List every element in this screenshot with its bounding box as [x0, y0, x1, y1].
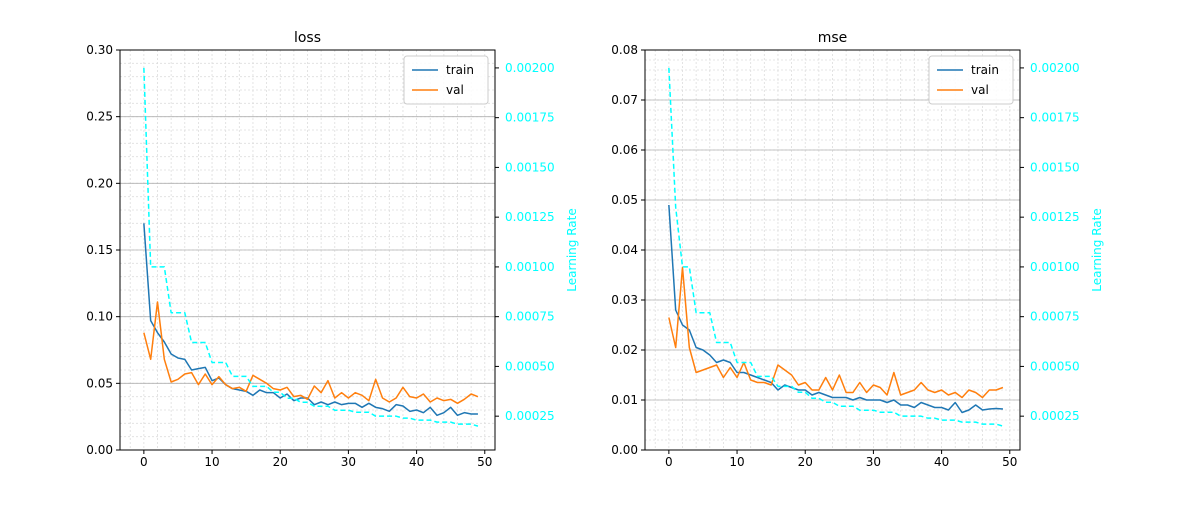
learning-rate-line [143, 67, 479, 427]
y2-tick-label: 0.00125 [1030, 210, 1080, 224]
y-tick-label: 0.03 [611, 293, 638, 307]
x-tick-label: 50 [1002, 455, 1017, 469]
y2-tick-label: 0.00200 [505, 61, 555, 75]
x-tick-label: 0 [665, 455, 673, 469]
x-tick-label: 50 [477, 455, 492, 469]
legend: train val [403, 55, 489, 105]
y-tick-label: 0.06 [611, 143, 638, 157]
y-tick-label: 0.01 [611, 393, 638, 407]
train-line [668, 204, 1004, 414]
y2-tick-label: 0.00175 [505, 111, 555, 125]
legend: train val [928, 55, 1014, 105]
y2-tick-label: 0.00075 [1030, 310, 1080, 324]
y-tick-label: 0.25 [86, 110, 113, 124]
legend-label-train: train [446, 63, 474, 77]
chart-panel-loss: 0 10 20 30 40 50 0.00 0.05 0.10 0.15 0.20 0.25 0.30 0… [86, 30, 579, 469]
chart-title: loss [294, 30, 321, 46]
y-tick-label: 0.04 [611, 243, 638, 257]
y2-tick-label: 0.00200 [1030, 61, 1080, 75]
x-tick-label: 0 [140, 455, 148, 469]
y2-tick-label: 0.00025 [505, 409, 555, 423]
y-tick-label: 0.05 [86, 376, 113, 390]
y-tick-label: 0.15 [86, 243, 113, 257]
chart-panel-mse: 0 10 20 30 40 50 0.00 0.01 0.02 0.03 0.04 0.05 0.06 0… [611, 30, 1104, 469]
x-tick-label: 40 [934, 455, 949, 469]
y-tick-label: 0.02 [611, 343, 638, 357]
legend-box [403, 55, 489, 105]
x-tick-label: 20 [273, 455, 288, 469]
y2-axis-label: Learning Rate [565, 208, 579, 291]
val-line [668, 266, 1004, 399]
y-tick-label: 0.07 [611, 93, 638, 107]
y2-tick-label: 0.00025 [1030, 409, 1080, 423]
x-tick-label: 10 [204, 455, 219, 469]
x-tick-label: 30 [866, 455, 881, 469]
legend-label-train: train [971, 63, 999, 77]
y2-tick-label: 0.00125 [505, 210, 555, 224]
y-tick-label: 0.30 [86, 43, 113, 57]
val-line [143, 301, 479, 405]
x-tick-label: 10 [729, 455, 744, 469]
y2-tick-label: 0.00175 [1030, 111, 1080, 125]
y-tick-label: 0.10 [86, 310, 113, 324]
y2-tick-label: 0.00050 [505, 359, 555, 373]
y2-tick-label: 0.00050 [1030, 359, 1080, 373]
y2-tick-label: 0.00150 [1030, 160, 1080, 174]
y-tick-label: 0.05 [611, 193, 638, 207]
legend-label-val: val [971, 83, 989, 97]
y-tick-label: 0.00 [86, 443, 113, 457]
x-tick-label: 20 [798, 455, 813, 469]
y-tick-label: 0.08 [611, 43, 638, 57]
y2-tick-label: 0.00100 [1030, 260, 1080, 274]
y2-tick-label: 0.00150 [505, 160, 555, 174]
y-tick-label: 0.20 [86, 176, 113, 190]
legend-box [928, 55, 1014, 105]
chart-title: mse [818, 30, 848, 46]
y-tick-label: 0.00 [611, 443, 638, 457]
learning-rate-line [668, 67, 1004, 427]
legend-label-val: val [446, 83, 464, 97]
y2-axis-label: Learning Rate [1090, 208, 1104, 291]
x-tick-label: 30 [341, 455, 356, 469]
y2-tick-label: 0.00075 [505, 310, 555, 324]
train-line [143, 223, 478, 417]
y2-tick-label: 0.00100 [505, 260, 555, 274]
x-tick-label: 40 [409, 455, 424, 469]
